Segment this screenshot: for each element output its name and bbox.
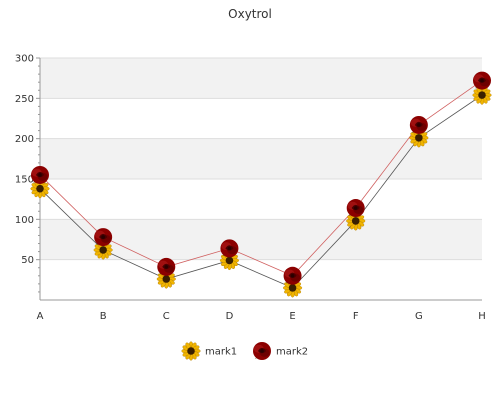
x-tick-label: B [100, 311, 107, 322]
legend-item-mark2: mark2 [253, 342, 308, 360]
y-tick-label: 300 [15, 54, 34, 65]
legend-item-mark1: mark1 [181, 341, 237, 361]
series-markers [30, 71, 492, 298]
legend-label: mark2 [276, 347, 308, 358]
data-point-mark2 [31, 165, 49, 184]
data-point-mark2 [157, 257, 176, 276]
data-point-mark1 [30, 179, 50, 199]
grid-band [40, 138, 482, 179]
rose-icon [253, 342, 271, 360]
plot-bands [40, 58, 482, 260]
data-point-mark2 [473, 71, 491, 90]
data-point-mark2 [220, 239, 239, 258]
grid-band [40, 219, 482, 260]
x-tick-label: A [37, 311, 44, 322]
data-point-mark1 [283, 278, 303, 298]
legend: mark1 mark2 [181, 341, 308, 361]
series-line-mark1 [39, 94, 483, 289]
y-tick-label: 50 [21, 255, 34, 266]
x-axis-ticks: A B C D E F G H [37, 311, 486, 322]
series-lines [39, 80, 483, 289]
x-tick-label: F [353, 311, 359, 322]
y-tick-label: 100 [15, 215, 34, 226]
sunflower-icon [181, 341, 201, 361]
data-point-mark2 [283, 266, 302, 285]
x-tick-label: E [289, 311, 295, 322]
x-tick-label: G [415, 311, 423, 322]
x-tick-label: H [478, 311, 486, 322]
y-tick-label: 250 [15, 94, 34, 105]
chart-title: Oxytrol [228, 7, 272, 21]
legend-label: mark1 [205, 347, 237, 358]
x-tick-label: D [226, 311, 234, 322]
data-point-mark2 [94, 228, 113, 247]
x-tick-label: C [163, 311, 170, 322]
series-line-mark2 [39, 80, 483, 277]
data-point-mark2 [409, 115, 428, 134]
grid-band [40, 58, 482, 99]
y-tick-label: 150 [15, 175, 34, 186]
y-tick-label: 200 [15, 134, 34, 145]
data-point-mark2 [346, 199, 365, 218]
